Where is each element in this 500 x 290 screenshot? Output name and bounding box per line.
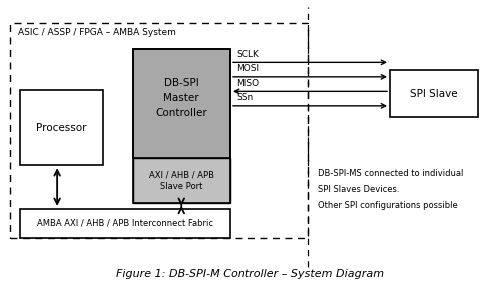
Text: MOSI: MOSI [236,64,259,73]
Bar [20,90,102,165]
Bar [132,49,230,158]
Bar [132,158,230,203]
Bar [390,70,478,117]
Text: Processor: Processor [36,123,86,133]
Bar [132,49,230,203]
Text: DB-SPI-MS connected to individual: DB-SPI-MS connected to individual [318,169,463,179]
Text: SPI Slaves Devices.: SPI Slaves Devices. [318,185,399,195]
Bar [10,23,308,238]
Text: SSn: SSn [236,93,254,102]
Bar [20,209,230,238]
Text: SPI Slave: SPI Slave [410,88,458,99]
Text: MISO: MISO [236,79,259,88]
Text: ASIC / ASSP / FPGA – AMBA System: ASIC / ASSP / FPGA – AMBA System [18,28,175,37]
Text: AXI / AHB / APB
Slave Port: AXI / AHB / APB Slave Port [149,170,214,191]
Text: Other SPI configurations possible: Other SPI configurations possible [318,201,457,211]
Text: SCLK: SCLK [236,50,259,59]
Text: DB-SPI
Master
Controller: DB-SPI Master Controller [156,78,207,118]
Text: AMBA AXI / AHB / APB Interconnect Fabric: AMBA AXI / AHB / APB Interconnect Fabric [37,219,213,228]
Text: Figure 1: DB-SPI-M Controller – System Diagram: Figure 1: DB-SPI-M Controller – System D… [116,269,384,279]
